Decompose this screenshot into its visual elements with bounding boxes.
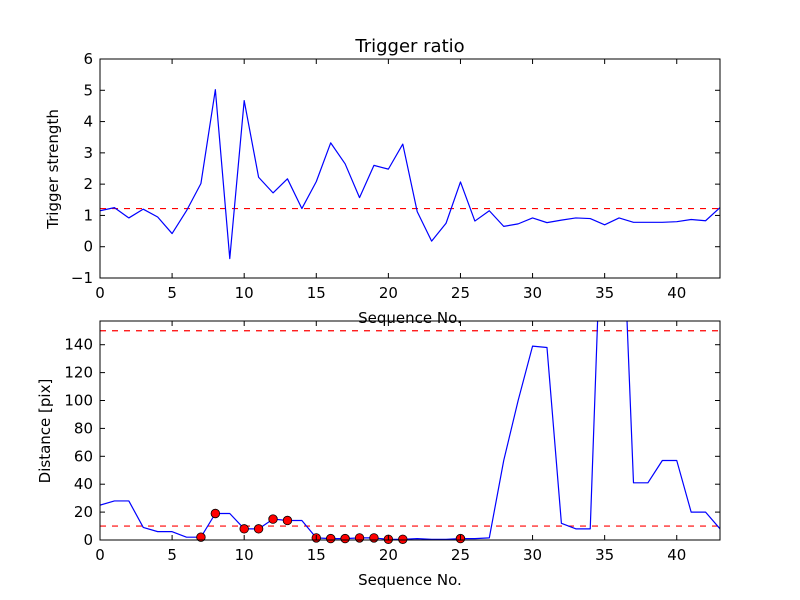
chart-title: Trigger ratio [354, 36, 464, 57]
x-axis-label: Sequence No. [358, 571, 462, 589]
y-tick-label: 0 [83, 531, 93, 549]
x-tick-label: 25 [451, 546, 470, 564]
x-tick-label: 15 [307, 546, 326, 564]
data-point [325, 533, 336, 544]
data-point [239, 524, 249, 534]
x-axis-label: Sequence No. [358, 309, 462, 327]
y-tick-label: −1 [71, 269, 93, 287]
axes-frame [99, 320, 721, 541]
x-tick-label: 5 [167, 546, 177, 564]
data-point [369, 533, 379, 543]
data-point [253, 524, 264, 534]
x-tick-label: 25 [451, 284, 470, 302]
x-tick-label: 20 [379, 284, 398, 302]
data-point [268, 514, 278, 524]
y-tick-label: 20 [74, 503, 93, 521]
y-tick-label: 4 [83, 113, 93, 131]
x-tick-label: 0 [95, 284, 105, 302]
x-tick-label: 5 [167, 284, 177, 302]
y-tick-label: 0 [83, 238, 93, 256]
y-axis-label: Trigger strength [44, 109, 62, 230]
y-tick-label: 140 [64, 336, 93, 354]
y-tick-label: 80 [74, 419, 93, 437]
plot-clipped-content [100, 89, 720, 260]
data-point [354, 533, 365, 543]
y-tick-label: 60 [74, 447, 93, 465]
data-point [398, 534, 408, 545]
y-tick-label: 3 [83, 144, 93, 162]
y-tick-label: 100 [64, 392, 93, 410]
x-tick-label: 40 [667, 546, 686, 564]
y-tick-label: 40 [74, 475, 93, 493]
data-point [196, 532, 206, 542]
x-tick-label: 0 [95, 546, 105, 564]
y-tick-label: 2 [83, 175, 93, 193]
series-line [100, 89, 720, 260]
x-tick-label: 20 [379, 546, 398, 564]
x-tick-label: 35 [595, 546, 614, 564]
y-tick-label: 120 [64, 364, 93, 382]
x-tick-label: 10 [235, 546, 254, 564]
y-tick-label: 6 [83, 50, 93, 68]
axes-frame [99, 58, 721, 279]
y-tick-label: 1 [83, 206, 93, 224]
x-tick-label: 10 [235, 284, 254, 302]
data-point [340, 533, 350, 544]
data-point [282, 515, 293, 526]
plot-area: 0 5 10 15 20 25 30 35 40 0 20 40 60 80 100 120 140 [64, 320, 721, 564]
x-tick-label: 30 [523, 546, 542, 564]
x-tick-label: 15 [307, 284, 326, 302]
x-tick-label: 35 [595, 284, 614, 302]
x-tick-label: 30 [523, 284, 542, 302]
trigger-ratio-chart: Trigger ratio Sequence No. Trigger stren… [44, 36, 721, 327]
x-tick-label: 40 [667, 284, 686, 302]
y-tick-label: 5 [83, 81, 93, 99]
y-axis-label: Distance [pix] [36, 379, 54, 484]
distance-chart: Sequence No. Distance [pix] 0 5 10 15 20 25 30… [36, 320, 721, 589]
data-point [210, 508, 221, 519]
